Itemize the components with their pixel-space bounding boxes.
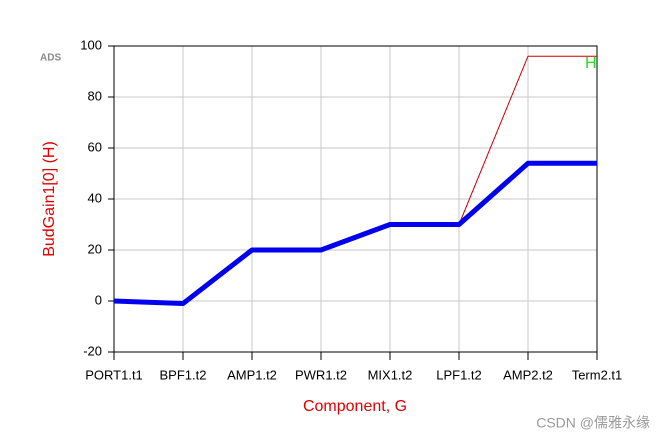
y-tick-label: 40 [88, 190, 102, 205]
series-line [113, 55, 597, 305]
plot-frame [113, 45, 598, 353]
y-tick-label: 0 [95, 292, 102, 307]
y-tick-label: -20 [83, 343, 102, 358]
x-tick-label: PWR1.t2 [295, 367, 347, 382]
x-tick-label: LPF1.t2 [436, 367, 482, 382]
y-tick-label: 20 [88, 241, 102, 256]
annotation: H [585, 55, 597, 72]
y-tick-label: 100 [80, 37, 102, 52]
y-tick-label: 60 [88, 139, 102, 154]
ads-badge: ADS [40, 53, 61, 64]
watermark: CSDN @儒雅永缘 [536, 415, 650, 431]
series-line [113, 160, 597, 307]
x-tick-label: AMP2.t2 [503, 367, 553, 382]
y-axis-label: BudGain1[0] (H) [41, 141, 58, 257]
x-tick-label: BPF1.t2 [160, 367, 207, 382]
x-axis-label: Component, G [303, 398, 407, 415]
x-tick-label: PORT1.t1 [85, 367, 143, 382]
x-tick-label: MIX1.t2 [368, 367, 413, 382]
x-tick-label: Term2.t1 [572, 367, 623, 382]
y-tick-label: 80 [88, 88, 102, 103]
x-tick-label: AMP1.t2 [227, 367, 277, 382]
